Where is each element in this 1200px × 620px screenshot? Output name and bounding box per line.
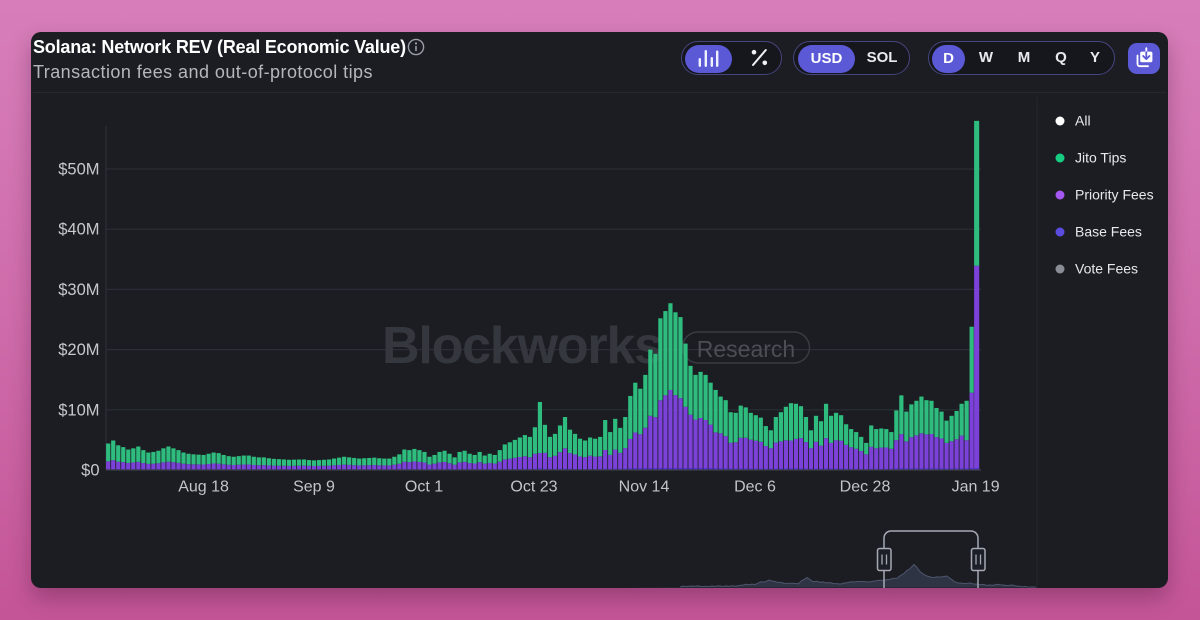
svg-text:$20M: $20M bbox=[58, 341, 99, 359]
svg-text:Jito Tips: Jito Tips bbox=[1075, 150, 1126, 166]
svg-text:Aug 18: Aug 18 bbox=[178, 479, 229, 496]
svg-text:$0: $0 bbox=[81, 462, 99, 480]
svg-text:Sep 9: Sep 9 bbox=[293, 479, 335, 496]
svg-text:Dec 6: Dec 6 bbox=[734, 479, 776, 496]
svg-text:Nov 14: Nov 14 bbox=[619, 479, 670, 496]
svg-text:Blockworks: Blockworks bbox=[382, 317, 662, 375]
svg-text:Vote Fees: Vote Fees bbox=[1075, 261, 1138, 277]
svg-text:$40M: $40M bbox=[58, 221, 99, 239]
svg-text:Oct 1: Oct 1 bbox=[405, 479, 443, 496]
svg-text:All: All bbox=[1075, 113, 1091, 129]
svg-text:Research: Research bbox=[697, 336, 795, 362]
svg-text:$30M: $30M bbox=[58, 281, 99, 299]
svg-text:Jan 19: Jan 19 bbox=[952, 479, 1000, 496]
svg-text:$50M: $50M bbox=[58, 161, 99, 179]
svg-text:Priority Fees: Priority Fees bbox=[1075, 187, 1154, 203]
svg-text:$10M: $10M bbox=[58, 401, 99, 419]
svg-text:Base Fees: Base Fees bbox=[1075, 224, 1142, 240]
svg-text:Dec 28: Dec 28 bbox=[840, 479, 891, 496]
svg-text:Oct 23: Oct 23 bbox=[510, 479, 557, 496]
